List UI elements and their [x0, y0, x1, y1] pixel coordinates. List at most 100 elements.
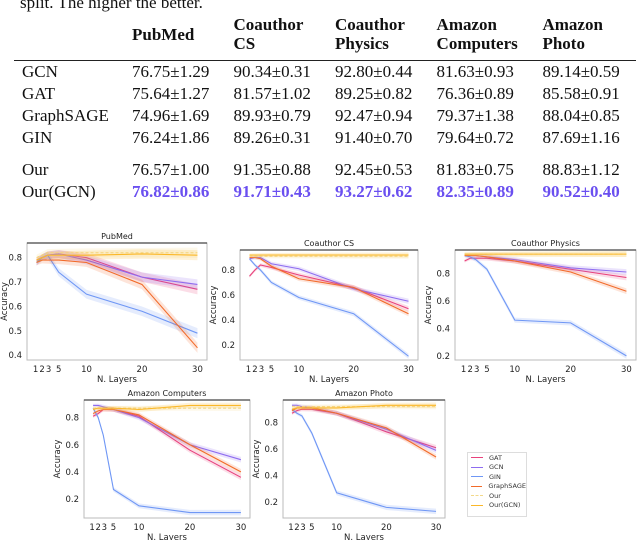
y-tick-label: 0.6: [221, 291, 235, 301]
legend-swatch: [471, 495, 483, 497]
y-tick-label: 0.7: [8, 278, 22, 288]
x-tick-label: 5: [269, 365, 274, 375]
series-line-gin: [291, 408, 437, 512]
confidence-band: [93, 407, 241, 481]
legend-label: GCN: [489, 463, 504, 472]
header-coauthor-cs: Coauthor CS: [233, 15, 304, 53]
confidence-band: [249, 263, 409, 312]
table-row: GCN 76.75±1.29 90.34±0.31 92.80±0.44 81.63±0…: [14, 61, 636, 84]
header-pubmed: PubMed: [132, 24, 195, 44]
x-tick-label: 1: [461, 365, 466, 375]
series-line-gin: [464, 254, 627, 357]
chart-legend: GAT GCN GIN GraphSAGE Our Our(GCN): [467, 452, 527, 517]
table-row: Our(GCN) 76.82±0.86 91.71±0.43 93.27±0.62 82…: [14, 181, 636, 203]
legend-label: GraphSAGE: [488, 482, 526, 491]
value-cell: 81.57±1.02: [233, 84, 311, 103]
y-tick-label: 0.6: [65, 441, 79, 451]
y-tick-label: 0.6: [264, 445, 278, 455]
chart-title: Amazon Photo: [335, 389, 393, 398]
legend-item: GCN: [468, 463, 526, 473]
y-tick-label: 0.2: [264, 498, 278, 508]
value-cell: 93.27±0.62: [335, 182, 413, 201]
y-tick-label: 0.2: [65, 495, 79, 505]
legend-item: GIN: [468, 472, 526, 482]
x-tick-label: 10: [293, 365, 304, 375]
chart-title: Amazon Computers: [128, 389, 207, 398]
x-tick-label: 2: [39, 365, 44, 375]
value-cell: 92.80±0.44: [335, 62, 413, 81]
series-line-gat: [464, 257, 627, 279]
x-tick-label: 10: [134, 523, 145, 533]
series-line-our: [36, 252, 198, 259]
y-tick-label: 0.4: [65, 468, 79, 478]
series-line-ourgcn: [92, 404, 241, 411]
header-amazon-computers: Amazon Computers: [436, 15, 518, 53]
y-tick-label: 0.6: [8, 302, 22, 312]
chart-title: PubMed: [101, 232, 133, 241]
caption-text: split. The higher the better.: [20, 0, 203, 12]
y-tick-label: 0.2: [221, 341, 235, 351]
chart-pubmed: PubMed 0.4 0.5 0.6 0.7 0.8 1 2 3 5 10 20 30 N. Layers…: [0, 232, 208, 385]
series-line-graphsage: [464, 254, 627, 292]
x-tick-label: 20: [137, 365, 148, 375]
legend-swatch: [471, 504, 483, 506]
y-tick-label: 0.4: [8, 351, 22, 361]
series-line-gat: [291, 408, 437, 449]
legend-item: Our: [468, 491, 526, 501]
value-cell: 89.14±0.59: [542, 62, 620, 81]
confidence-band: [464, 253, 627, 295]
series-line-graphsage: [249, 256, 409, 315]
x-tick-label: 20: [381, 523, 392, 533]
method-cell: Our: [22, 160, 49, 179]
x-tick-label: 20: [185, 523, 196, 533]
chart-coauthor-cs: Coauthor CS 0.2 0.4 0.6 0.8 1 2 3 5 10 20 30 N. Laye…: [209, 239, 419, 385]
value-cell: 89.26±0.31: [233, 128, 311, 147]
confidence-band: [36, 256, 198, 353]
y-tick-label: 0.4: [264, 472, 278, 482]
value-cell: 76.24±1.86: [132, 128, 210, 147]
legend-swatch: [471, 457, 483, 459]
confidence-band: [36, 249, 198, 263]
y-tick-label: 0.8: [264, 419, 278, 429]
chart-title: Coauthor CS: [304, 239, 354, 248]
x-tick-label: 3: [474, 365, 479, 375]
series-line-graphsage: [36, 259, 198, 349]
value-cell: 76.82±0.86: [132, 182, 210, 201]
confidence-band: [36, 251, 198, 339]
y-tick-label: 0.6: [436, 297, 450, 307]
legend-label: GIN: [489, 472, 501, 481]
header-coauthor-physics: Coauthor Physics: [335, 15, 405, 53]
value-cell: 76.75±1.29: [132, 62, 210, 81]
x-tick-label: 10: [81, 365, 92, 375]
series-line-gin: [92, 407, 241, 514]
x-tick-label: 10: [509, 365, 520, 375]
value-cell: 92.45±0.53: [335, 160, 413, 179]
x-tick-label: 30: [403, 365, 414, 375]
series-line-ourgcn: [36, 253, 198, 261]
value-cell: 87.69±1.16: [542, 128, 620, 147]
x-tick-label: 1: [33, 365, 38, 375]
x-axis-label: N. Layers: [147, 533, 187, 540]
value-cell: 76.57±1.00: [132, 160, 210, 179]
table-row: GraphSAGE 74.96±1.69 89.93±0.79 92.47±0.94 7…: [14, 105, 636, 127]
y-tick-label: 0.4: [221, 316, 235, 326]
method-cell: GIN: [22, 128, 53, 147]
results-table: PubMed Coauthor CS Coauthor Physics Amazon…: [14, 12, 636, 203]
method-cell: GAT: [22, 84, 56, 103]
legend-label: GAT: [489, 453, 502, 462]
x-tick-label: 2: [252, 365, 257, 375]
value-cell: 82.35±0.89: [436, 182, 514, 201]
x-tick-label: 10: [331, 523, 342, 533]
x-axis-label: N. Layers: [97, 375, 137, 385]
table-row: Our 76.57±1.00 91.35±0.88 92.45±0.53 81.83±0…: [14, 159, 636, 181]
y-tick-label: 0.4: [436, 324, 450, 334]
confidence-band: [36, 249, 198, 295]
y-tick-label: 0.8: [65, 414, 79, 424]
y-axis-label: Accuracy: [0, 282, 10, 321]
table-row: GAT 75.64±1.27 81.57±1.02 89.25±0.82 76.36±0…: [14, 83, 636, 105]
confidence-band: [464, 255, 627, 281]
legend-swatch: [471, 485, 483, 487]
legend-item: GAT: [468, 453, 526, 463]
table-header-row: PubMed Coauthor CS Coauthor Physics Amazon…: [14, 12, 636, 61]
